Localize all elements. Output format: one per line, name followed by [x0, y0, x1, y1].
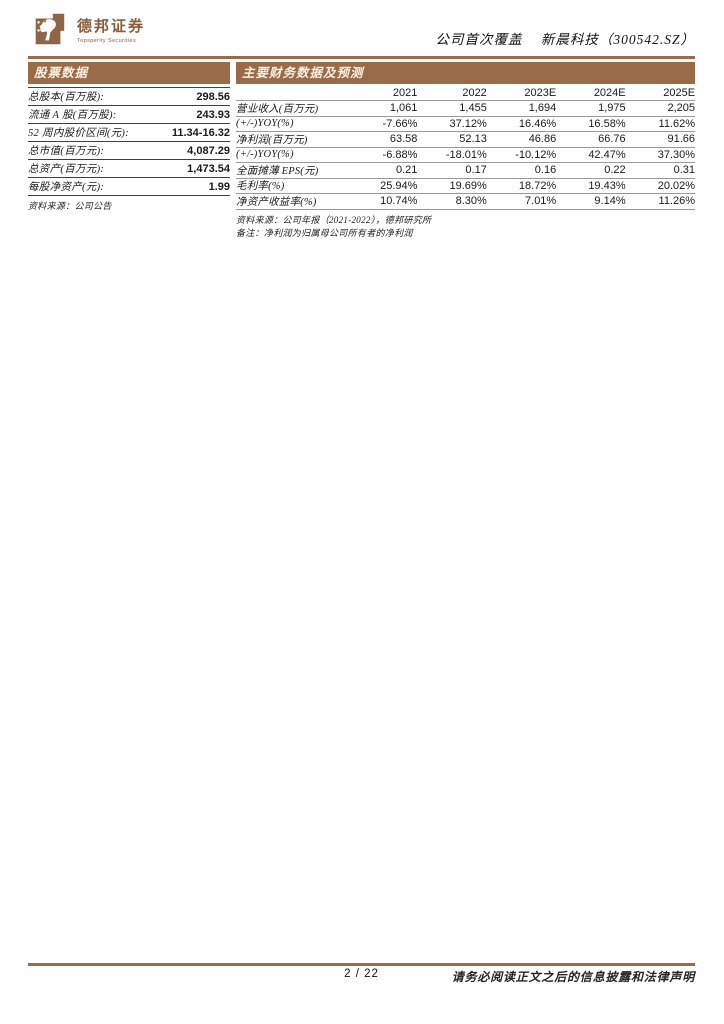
finance-header-row: 2021 2022 2023E 2024E 2025E	[236, 85, 695, 101]
footer-row: 2 / 22 请务必阅读正文之后的信息披露和法律声明	[28, 968, 695, 986]
footer-rule	[28, 963, 695, 966]
panels-row: 股票数据 总股本(百万股): 298.56 流通 A 股(百万股): 243.9…	[28, 62, 695, 239]
finance-row: (+/-)YOY(%) -6.88% -18.01% -10.12% 42.47…	[236, 148, 696, 163]
stock-source-note: 资料来源：公司公告	[28, 201, 112, 211]
stock-row-value: 298.56	[196, 90, 230, 103]
stock-row-value: 243.93	[196, 108, 230, 121]
stock-row: 总市值(百万元): 4,087.29	[28, 142, 230, 160]
finance-cell: 10.74%	[380, 195, 418, 208]
stock-row: 总股本(百万股): 298.56	[28, 88, 230, 106]
finance-cell: -6.88%	[382, 148, 418, 161]
header-rule	[28, 56, 695, 59]
stock-row: 52 周内股价区间(元): 11.34-16.32	[28, 124, 230, 142]
stock-row-label: 总资产(百万元):	[28, 164, 105, 175]
stock-row-label: 52 周内股价区间(元):	[28, 128, 130, 139]
finance-row: 净利润(百万元) 63.58 52.13 46.86 66.76 91.66	[236, 132, 695, 148]
footer: 2 / 22 请务必阅读正文之后的信息披露和法律声明	[28, 963, 695, 986]
finance-source-note: 资料来源：公司年报（2021-2022），德邦研究所	[236, 214, 432, 225]
stock-row: 总资产(百万元): 1,473.54	[28, 160, 230, 178]
logo-text: 德邦证券 Topsperity Securities	[77, 15, 145, 44]
stock-row-value: 1.99	[208, 180, 230, 193]
finance-cell: 37.30%	[657, 148, 696, 161]
year-column-header: 2025E	[663, 86, 696, 99]
finance-cell: -7.66%	[382, 117, 418, 130]
finance-row-label: 净资产收益率(%)	[236, 196, 317, 208]
finance-cell: 42.47%	[588, 148, 626, 161]
leopard-logo-icon	[35, 13, 65, 45]
finance-cell: -18.01%	[445, 148, 487, 161]
year-column-header: 2024E	[593, 86, 626, 99]
finance-cell: -10.12%	[515, 148, 557, 161]
report-type-label: 公司首次覆盖	[435, 32, 523, 47]
finance-cell: 1,455	[459, 102, 487, 115]
finance-cell: 18.72%	[518, 179, 557, 192]
finance-cell: 0.21	[395, 164, 418, 177]
finance-cell: 1,694	[528, 102, 557, 115]
finance-cell: 0.31	[673, 164, 696, 177]
finance-cell: 8.30%	[455, 195, 487, 208]
stock-row-label: 每股净资产(元):	[28, 182, 105, 193]
finance-cell: 46.86	[528, 133, 557, 146]
finance-cell: 7.01%	[525, 195, 557, 208]
finance-cell: 16.46%	[518, 117, 557, 130]
finance-remark-note: 备注：净利润为归属母公司所有者的净利润	[236, 227, 413, 238]
logo-cn-name: 德邦证券	[77, 17, 146, 35]
year-column-header: 2022	[462, 86, 487, 99]
stock-row: 每股净资产(元): 1.99	[28, 178, 230, 196]
company-name-label: 新晨科技（300542.SZ）	[540, 32, 695, 47]
finance-cell: 19.69%	[449, 179, 487, 192]
finance-cell: 37.12%	[449, 117, 487, 130]
finance-cell: 9.14%	[594, 195, 626, 208]
finance-cell: 66.76	[598, 133, 626, 146]
finance-row-label: (+/-)YOY(%)	[236, 149, 294, 161]
stock-panel-title: 股票数据	[28, 62, 230, 84]
stock-row-value: 4,087.29	[187, 144, 230, 157]
finance-row-label: 营业收入(百万元)	[236, 103, 319, 115]
stock-row-label: 总股本(百万股):	[28, 92, 105, 103]
finance-row-label: 净利润(百万元)	[236, 134, 308, 146]
page-number: 2 / 22	[344, 968, 379, 980]
stock-row-label: 总市值(百万元):	[28, 146, 105, 157]
finance-table: 2021 2022 2023E 2024E 2025E 营业收入(百万元) 1,…	[236, 85, 695, 210]
finance-cell: 1,061	[389, 102, 418, 115]
footer-disclaimer: 请务必阅读正文之后的信息披露和法律声明	[451, 970, 695, 984]
brand-logo: 德邦证券 Topsperity Securities	[30, 10, 145, 48]
stock-row-value: 1,473.54	[187, 162, 230, 175]
finance-row-label: 全面摊薄 EPS(元)	[236, 165, 319, 177]
finance-cell: 11.62%	[658, 117, 696, 130]
finance-cell: 0.16	[534, 164, 557, 177]
logo-en-name: Topsperity Securities	[77, 37, 137, 44]
finance-cell: 0.17	[465, 164, 487, 177]
finance-cell: 11.26%	[658, 195, 696, 208]
finance-cell: 63.58	[389, 133, 418, 146]
finance-cell: 20.02%	[657, 179, 696, 192]
finance-cell: 25.94%	[380, 179, 418, 192]
stock-row-label: 流通 A 股(百万股):	[28, 110, 117, 121]
finance-row: 净资产收益率(%) 10.74% 8.30% 7.01% 9.14% 11.26…	[236, 194, 695, 210]
finance-cell: 0.22	[604, 164, 626, 177]
finance-row-label: 毛利率(%)	[236, 181, 285, 193]
finance-row: (+/-)YOY(%) -7.66% 37.12% 16.46% 16.58% …	[236, 117, 696, 132]
report-title: 公司首次覆盖 新晨科技（300542.SZ）	[435, 28, 695, 48]
finance-cell: 2,205	[667, 102, 696, 115]
finance-panel-title: 主要财务数据及预测	[236, 62, 695, 84]
finance-row: 全面摊薄 EPS(元) 0.21 0.17 0.16 0.22 0.31	[236, 163, 695, 179]
finance-row: 营业收入(百万元) 1,061 1,455 1,694 1,975 2,205	[236, 101, 695, 117]
finance-panel: 主要财务数据及预测 2021 2022 2023E 2024E 2025E 营业…	[236, 62, 695, 239]
finance-cell: 1,975	[598, 102, 626, 115]
finance-row-label: (+/-)YOY(%)	[236, 118, 294, 130]
finance-cell: 91.66	[667, 133, 696, 146]
stock-row: 流通 A 股(百万股): 243.93	[28, 106, 230, 124]
finance-cell: 16.58%	[588, 117, 626, 130]
finance-cell: 52.13	[459, 133, 487, 146]
stock-row-value: 11.34-16.32	[171, 126, 230, 139]
header: 德邦证券 Topsperity Securities 公司首次覆盖 新晨科技（3…	[28, 0, 695, 56]
stock-data-panel: 股票数据 总股本(百万股): 298.56 流通 A 股(百万股): 243.9…	[28, 62, 230, 239]
finance-row: 毛利率(%) 25.94% 19.69% 18.72% 19.43% 20.02…	[236, 179, 696, 194]
finance-cell: 19.43%	[588, 179, 626, 192]
stock-table: 总股本(百万股): 298.56 流通 A 股(百万股): 243.93 52 …	[28, 87, 230, 196]
year-column-header: 2021	[392, 86, 418, 99]
year-column-header: 2023E	[524, 86, 557, 99]
